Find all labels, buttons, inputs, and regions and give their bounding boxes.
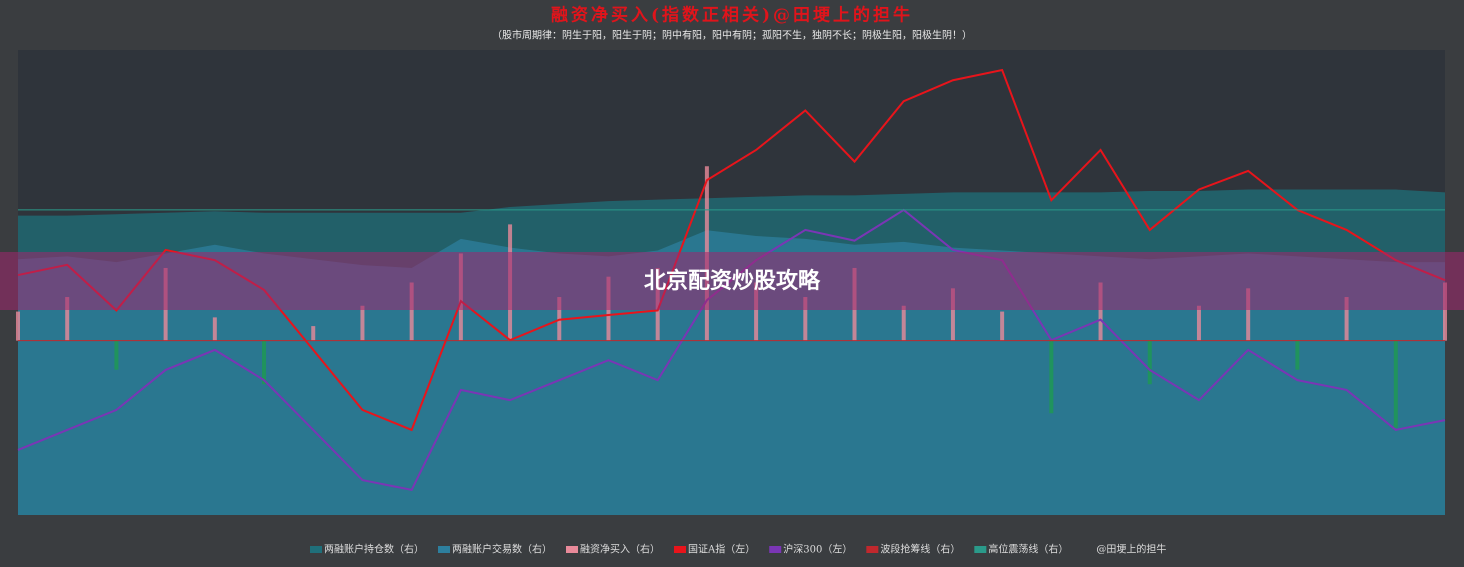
bar — [1295, 340, 1300, 370]
legend-label: 两融账户交易数（右） — [452, 543, 552, 556]
overlay-text: 北京配资炒股攻略 — [644, 268, 821, 294]
legend-swatch — [974, 546, 987, 553]
bar — [262, 340, 267, 385]
bar — [1393, 340, 1398, 428]
bar — [409, 282, 414, 341]
bar — [1344, 297, 1349, 341]
legend-label: @田埂上的担牛 — [1096, 543, 1166, 556]
legend-label: 两融账户持仓数（右） — [324, 543, 424, 556]
legend-label: 沪深300（左） — [783, 543, 852, 556]
legend-swatch — [674, 546, 686, 553]
chart-title: 融资净买入(指数正相关)@田埂上的担牛 — [551, 5, 913, 26]
bar — [1049, 340, 1054, 414]
bar — [950, 288, 955, 341]
bar — [65, 297, 70, 341]
bar — [803, 297, 808, 341]
legend: 两融账户持仓数（右） 两融账户交易数（右） 融资净买入（右） 国证A指（左） 沪深300… — [310, 543, 1166, 556]
bar — [212, 317, 217, 341]
legend-swatch — [310, 546, 322, 553]
overlay-banner — [0, 252, 1464, 310]
bar — [1000, 311, 1005, 341]
bar — [1443, 282, 1447, 341]
legend-label: 高位震荡线（右） — [988, 543, 1068, 556]
bar — [1098, 282, 1103, 341]
bar — [1196, 305, 1201, 341]
legend-swatch — [769, 546, 782, 553]
chart-subtitle: （股市周期律：阴生于阳，阳生于阴；阴中有阳，阳中有阴；孤阳不生，独阴不长；阴极生… — [492, 29, 972, 42]
bar — [311, 326, 316, 341]
legend-label: 融资净买入（右） — [580, 543, 660, 556]
bar — [114, 340, 119, 370]
bar — [1246, 288, 1251, 341]
bar — [360, 305, 365, 341]
legend-label: 波段抢筹线（右） — [880, 543, 960, 556]
legend-label: 国证A指（左） — [688, 543, 755, 556]
bar — [901, 305, 906, 341]
legend-swatch — [438, 546, 450, 553]
legend-swatch — [866, 546, 879, 553]
bar — [1147, 340, 1152, 385]
bar — [16, 311, 20, 341]
bar — [754, 282, 759, 341]
legend-swatch — [566, 546, 578, 553]
